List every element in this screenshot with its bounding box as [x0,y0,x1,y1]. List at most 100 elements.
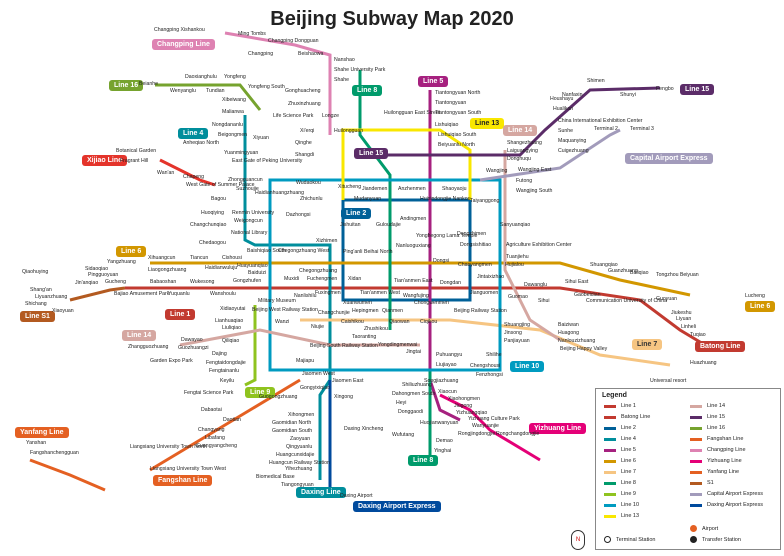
station-label[interactable]: Lucheng [745,293,765,299]
station-label[interactable]: Beijing Railway Station [454,308,507,314]
station-label[interactable]: Tuqiao [690,332,706,338]
station-label[interactable]: Zhangguozhuang [128,344,169,350]
station-label[interactable]: Xibeiwang [222,97,246,103]
station-label[interactable]: Gaomidian North [272,420,312,426]
station-label[interactable]: Xiaocun [438,389,457,395]
station-label[interactable]: Baiduizi [248,270,267,276]
station-label[interactable]: Babaoshan [150,279,177,285]
station-label[interactable]: Wangjing South [516,188,553,194]
station-label[interactable]: Chedaogou [199,240,226,246]
station-label[interactable]: Tongzhou Beiyuan [656,272,699,278]
station-label[interactable]: Rongjingdongjie [458,431,496,437]
station-label[interactable]: Demao [436,438,453,444]
station-label[interactable]: Guomao [508,294,528,300]
badge-fangshan[interactable]: Fangshan Line [153,475,213,486]
station-label[interactable]: Guanzhuang [608,268,638,274]
badge-line6-east[interactable]: Line 6 [745,301,776,312]
station-label[interactable]: Panjiayuan [504,338,530,344]
station-label[interactable]: Changchunqiao [190,222,227,228]
station-label[interactable]: Ming Tombs [238,31,266,37]
station-label[interactable]: Beijing West Railway Station [252,307,318,313]
station-label[interactable]: Tuanjiehu [506,254,529,260]
station-label[interactable]: Jingtai [406,349,421,355]
station-label[interactable]: Houshayu [550,96,574,102]
station-label[interactable]: Jiugong [454,403,473,409]
station-label[interactable]: Gonghuacheng [285,88,321,94]
station-label[interactable]: Chongwenmen [414,300,449,306]
station-label[interactable]: Dongzhimen [457,231,487,237]
station-label[interactable]: Fangshanchengguan [30,450,79,456]
badge-line5[interactable]: Line 5 [418,76,449,87]
station-label[interactable]: Beijing South Railway Station [310,343,378,349]
station-label[interactable]: Chengshousi [470,363,501,369]
station-label[interactable]: Tundian [206,88,225,94]
station-label[interactable]: Fuchengmen [307,276,338,282]
station-label[interactable]: Hepingmen [352,308,379,314]
station-label[interactable]: Jiukeshu [671,310,692,316]
station-label[interactable]: Shangdi [295,152,315,158]
station-label[interactable]: Fenzhongsi [476,372,503,378]
badge-line14-east[interactable]: Line 14 [503,125,538,136]
station-label[interactable]: Xizhimen [316,238,338,244]
station-label[interactable]: Nanlouzizhuang [558,338,596,344]
station-label[interactable]: Haidianhuangzhuang [255,190,305,196]
station-label[interactable]: Hujialou [505,262,524,268]
station-label[interactable]: Nanfaxin [562,92,583,98]
station-label[interactable]: Mudanyuan [354,196,382,202]
station-label[interactable]: Zaoyuan [290,436,311,442]
station-label[interactable]: Guangyangcheng [196,443,237,449]
station-label[interactable]: Wanshoulu [210,291,236,297]
station-label[interactable]: Daxing Xincheng [344,426,384,432]
station-label[interactable]: Beigongmen [218,132,248,138]
station-label[interactable]: Liangxiang University Town West [150,466,226,472]
station-label[interactable]: Nanlishilu [294,293,317,299]
station-label[interactable]: Yongfeng South [248,84,285,90]
station-label[interactable]: Shimen [587,78,605,84]
station-label[interactable]: Changping Xishankou [154,27,205,33]
station-label[interactable]: Shahe [334,77,350,83]
station-label[interactable]: Sihui [538,298,550,304]
station-label[interactable]: Ciqikou [420,319,438,325]
station-label[interactable]: Bagou [211,196,227,202]
station-label[interactable]: Huilongguan [334,128,364,134]
station-label[interactable]: Tiangongyuan [281,482,314,488]
station-label[interactable]: Sihui East [565,279,589,285]
station-label[interactable]: Gongzhufen [233,278,262,284]
station-label[interactable]: Wanzi [275,319,290,325]
station-label[interactable]: Laiguangying [507,148,538,154]
station-label[interactable]: Jiandemen [362,186,388,192]
station-label[interactable]: Wukesong [190,279,215,285]
station-label[interactable]: Shunyi [620,92,636,98]
station-label[interactable]: Zhongguancun [228,177,263,183]
station-label[interactable]: Shuangqiao [590,262,618,268]
badge-s1[interactable]: Line S1 [20,311,55,322]
station-label[interactable]: Hualikan [553,106,574,112]
badge-line15-west[interactable]: Line 15 [354,148,389,159]
badge-line15[interactable]: Line 15 [680,84,715,95]
station-label[interactable]: Beishaowa [298,51,324,57]
badge-line6-west[interactable]: Line 6 [116,246,147,257]
station-label[interactable]: Xihuangcun [148,255,176,261]
station-label[interactable]: Fengtai Science Park [184,390,234,396]
station-label[interactable]: China International Exhibition Center [558,118,643,124]
station-label[interactable]: Chegongzhuang West [278,248,330,254]
station-label[interactable]: Guogongzhuang [259,394,298,400]
station-label[interactable]: Tian'anmen West [360,290,400,296]
badge-capital-airport[interactable]: Capital Airport Express [625,153,713,164]
station-label[interactable]: Nanshao [334,57,355,63]
station-label[interactable]: Jiaomen East [332,378,364,384]
station-label[interactable]: Garden Expo Park [150,358,193,364]
station-label[interactable]: Nanluoguxiang [396,243,431,249]
station-label[interactable]: Fragrant Hill [120,158,149,164]
badge-line13[interactable]: Line 13 [470,118,505,129]
station-label[interactable]: Xiaoyuan [52,308,74,314]
station-label[interactable]: Military Museum [258,298,296,304]
station-label[interactable]: Changchunjie [318,310,350,316]
station-label[interactable]: Tiancun [190,255,209,261]
station-label[interactable]: Qianmen [382,308,404,314]
station-label[interactable]: Xitucheng [338,184,362,190]
station-label[interactable]: Gongyixiqiao [300,385,330,391]
station-label[interactable]: Baiziwan [558,322,579,328]
station-label[interactable]: National Library [231,230,268,236]
station-label[interactable]: Weigongcun [234,218,263,224]
